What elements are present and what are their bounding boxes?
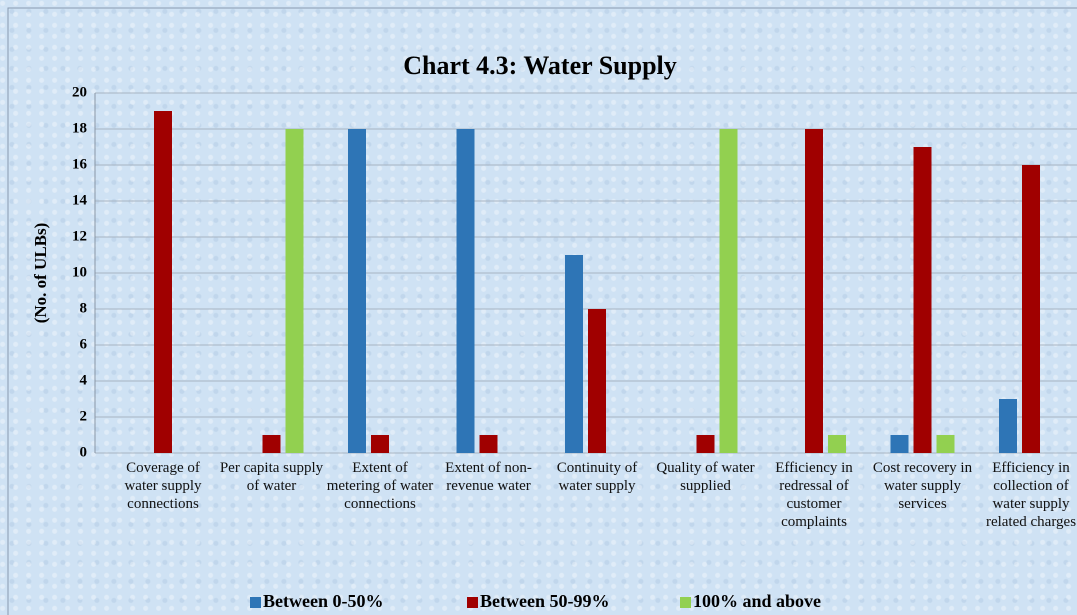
- x-tick-label: Efficiency in collection of water supply…: [985, 460, 1077, 530]
- x-tick-label: Cost recovery in water supply services: [872, 460, 973, 512]
- chart-border: [7, 7, 1077, 615]
- chart-title: Chart 4.3: Water Supply: [403, 51, 677, 80]
- bar: [371, 435, 389, 453]
- y-tick-label: 14: [72, 192, 88, 208]
- bar: [285, 129, 304, 453]
- y-tick-label: 10: [72, 264, 87, 280]
- bar: [696, 435, 715, 453]
- x-tick-label: Efficiency in redressal of customer comp…: [775, 460, 853, 530]
- y-tick-label: 12: [72, 228, 87, 244]
- bar: [719, 129, 738, 453]
- legend-label: 100% and above: [693, 591, 821, 611]
- x-tick-label: Extent of metering of water connections: [326, 460, 434, 512]
- y-tick-label: 8: [80, 300, 88, 316]
- legend-swatch: [680, 597, 691, 608]
- bar: [348, 129, 366, 453]
- y-tick-label: 0: [80, 444, 88, 460]
- bar: [479, 435, 498, 453]
- bar: [805, 129, 823, 453]
- bar: [913, 147, 932, 453]
- legend-label: Between 0-50%: [263, 591, 383, 611]
- bar: [1022, 165, 1040, 453]
- y-tick-label: 16: [72, 156, 88, 172]
- legend-label: Between 50-99%: [480, 591, 609, 611]
- y-tick-label: 20: [72, 84, 87, 100]
- x-tick-label: Continuity of water supply: [556, 460, 638, 494]
- bar: [936, 435, 955, 453]
- bar: [154, 111, 172, 453]
- bar: [262, 435, 281, 453]
- bar: [999, 399, 1017, 453]
- bar: [588, 309, 606, 453]
- legend-swatch: [250, 597, 261, 608]
- x-tick-label: Per capita supply of water: [219, 460, 324, 494]
- y-tick-label: 2: [80, 408, 88, 424]
- legend-swatch: [467, 597, 478, 608]
- x-tick-label: Quality of water supplied: [656, 460, 755, 494]
- y-tick-label: 18: [72, 120, 87, 136]
- y-tick-label: 4: [80, 372, 88, 388]
- y-axis-label: (No. of ULBs): [31, 223, 50, 324]
- bar: [828, 435, 846, 453]
- bar: [890, 435, 909, 453]
- y-tick-label: 6: [80, 336, 88, 352]
- bar: [456, 129, 475, 453]
- bar: [565, 255, 583, 453]
- x-tick-label: Coverage of water supply connections: [124, 460, 202, 512]
- x-tick-label: Extent of non-revenue water: [445, 460, 532, 494]
